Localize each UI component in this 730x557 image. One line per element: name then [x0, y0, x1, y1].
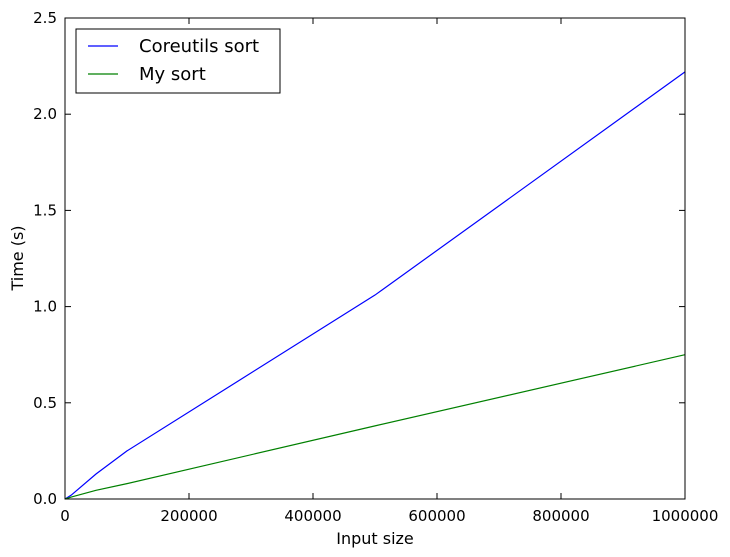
- legend-label-coreutils-sort: Coreutils sort: [139, 36, 259, 57]
- plot-frame: [64, 17, 686, 500]
- y-tick-label: 2.0: [33, 105, 57, 123]
- series-layer: [64, 71, 686, 500]
- y-tick-label: 0.5: [33, 394, 57, 412]
- x-tick-label: 200000: [160, 507, 217, 525]
- x-tick-label: 0: [60, 507, 70, 525]
- x-tick-label: 600000: [408, 507, 465, 525]
- y-tick-label: 1.5: [33, 201, 57, 219]
- legend-box: [75, 28, 281, 94]
- legend-label-my-sort: My sort: [139, 64, 206, 85]
- series-line-coreutils-sort: [64, 71, 686, 500]
- tick-labels-layer: 0 200000 400000 600000 800000 1000000 0.0 0.5 1.…: [33, 9, 718, 525]
- y-tick-label: 2.5: [33, 9, 57, 27]
- y-tick-label: 0.0: [33, 490, 57, 508]
- y-tick-label: 1.0: [33, 298, 57, 316]
- x-axis-label: Input size: [336, 529, 414, 548]
- y-axis-label: Time (s): [8, 225, 27, 291]
- series-line-my-sort: [64, 354, 686, 500]
- legend: Coreutils sort My sort: [75, 28, 281, 94]
- x-tick-label: 400000: [284, 507, 341, 525]
- x-tick-label: 800000: [532, 507, 589, 525]
- x-tick-label: 1000000: [652, 507, 719, 525]
